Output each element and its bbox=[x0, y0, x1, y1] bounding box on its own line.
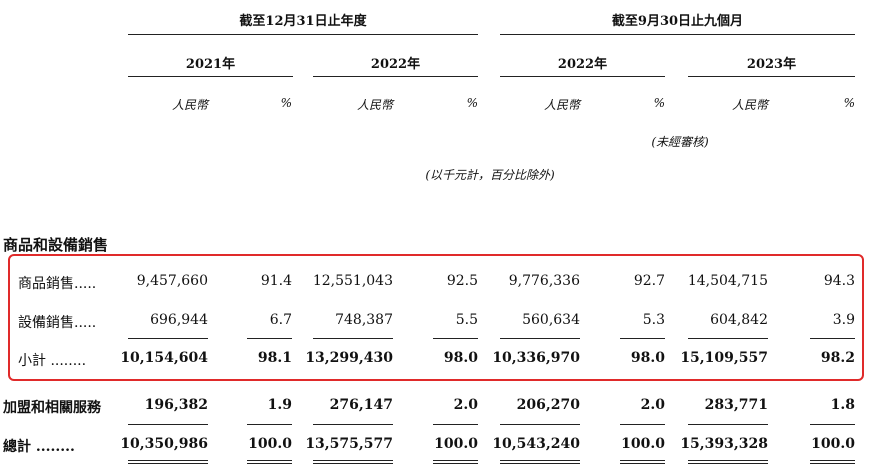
double-rule bbox=[247, 460, 292, 464]
header-rule bbox=[128, 34, 478, 35]
total-rule bbox=[247, 424, 292, 425]
period-header-annual: 截至12月31日止年度 bbox=[239, 14, 367, 29]
table-cell: 2.0 bbox=[640, 397, 665, 413]
year-rule bbox=[128, 76, 293, 77]
table-cell: 1.9 bbox=[267, 397, 292, 413]
unit-pct: % bbox=[466, 96, 478, 110]
table-cell: 98.0 bbox=[443, 350, 478, 366]
table-cell: 560,634 bbox=[522, 312, 580, 328]
unit-note: (以千元計，百分比除外) bbox=[425, 168, 555, 182]
year-rule bbox=[313, 76, 478, 77]
section-title: 商品和設備銷售 bbox=[3, 236, 109, 254]
table-cell: 100.0 bbox=[621, 436, 665, 452]
total-rule bbox=[810, 424, 855, 425]
unit-pct: % bbox=[843, 96, 855, 110]
total-rule bbox=[500, 424, 580, 425]
subtotal-rule bbox=[688, 338, 768, 339]
double-rule bbox=[128, 460, 208, 464]
year-header: 2021年 bbox=[185, 57, 236, 72]
row-label-total: 總計 ........ bbox=[3, 439, 75, 455]
table-cell: 5.3 bbox=[642, 312, 665, 328]
total-rule bbox=[313, 424, 393, 425]
table-cell: 15,109,557 bbox=[680, 350, 768, 366]
double-rule bbox=[433, 460, 478, 464]
table-cell: 92.7 bbox=[633, 273, 665, 289]
subtotal-rule bbox=[433, 338, 478, 339]
subtotal-rule bbox=[500, 338, 580, 339]
table-cell: 2.0 bbox=[453, 397, 478, 413]
total-rule bbox=[688, 424, 768, 425]
table-cell: 98.0 bbox=[630, 350, 665, 366]
table-cell: 100.0 bbox=[811, 436, 855, 452]
table-cell: 696,944 bbox=[150, 312, 208, 328]
unit-rmb: 人民幣 bbox=[731, 98, 768, 112]
double-rule bbox=[313, 460, 393, 464]
header-rule bbox=[500, 34, 855, 35]
double-rule bbox=[620, 460, 665, 464]
unit-pct: % bbox=[280, 96, 292, 110]
total-rule bbox=[128, 424, 208, 425]
table-cell: 13,575,577 bbox=[305, 436, 393, 452]
subtotal-rule bbox=[313, 338, 393, 339]
table-cell: 12,551,043 bbox=[312, 273, 393, 289]
table-cell: 98.2 bbox=[820, 350, 855, 366]
row-label-franchise: 加盟和相關服務 bbox=[3, 400, 101, 416]
table-cell: 14,504,715 bbox=[687, 273, 768, 289]
table-cell: 10,154,604 bbox=[120, 350, 208, 366]
unit-pct: % bbox=[653, 96, 665, 110]
total-rule bbox=[433, 424, 478, 425]
table-cell: 15,393,328 bbox=[680, 436, 768, 452]
unit-rmb: 人民幣 bbox=[356, 98, 393, 112]
double-rule bbox=[500, 460, 580, 464]
table-cell: 91.4 bbox=[260, 273, 292, 289]
unaudited-note: (未經審核) bbox=[651, 135, 709, 149]
year-header: 2022年 bbox=[370, 57, 421, 72]
table-cell: 10,543,240 bbox=[492, 436, 580, 452]
period-header-ninemonths: 截至9月30日止九個月 bbox=[611, 14, 744, 29]
table-cell: 9,776,336 bbox=[508, 273, 580, 289]
subtotal-rule bbox=[620, 338, 665, 339]
year-rule bbox=[688, 76, 855, 77]
year-rule bbox=[500, 76, 665, 77]
row-label-equipment: 設備銷售..... bbox=[18, 315, 97, 331]
table-cell: 196,382 bbox=[144, 397, 208, 413]
table-cell: 3.9 bbox=[832, 312, 855, 328]
table-cell: 13,299,430 bbox=[305, 350, 393, 366]
highlight-box bbox=[8, 254, 864, 381]
table-cell: 6.7 bbox=[269, 312, 292, 328]
unit-rmb: 人民幣 bbox=[543, 98, 580, 112]
double-rule bbox=[810, 460, 855, 464]
double-rule bbox=[688, 460, 768, 464]
year-header: 2022年 bbox=[557, 57, 608, 72]
table-cell: 10,336,970 bbox=[492, 350, 580, 366]
total-rule bbox=[620, 424, 665, 425]
table-cell: 5.5 bbox=[455, 312, 478, 328]
table-cell: 10,350,986 bbox=[120, 436, 208, 452]
subtotal-rule bbox=[128, 338, 208, 339]
subtotal-rule bbox=[810, 338, 855, 339]
table-cell: 100.0 bbox=[248, 436, 292, 452]
table-cell: 604,842 bbox=[710, 312, 768, 328]
table-cell: 206,270 bbox=[516, 397, 580, 413]
table-cell: 748,387 bbox=[335, 312, 393, 328]
table-cell: 100.0 bbox=[434, 436, 478, 452]
table-cell: 283,771 bbox=[704, 397, 768, 413]
table-cell: 276,147 bbox=[329, 397, 393, 413]
table-cell: 92.5 bbox=[446, 273, 478, 289]
table-cell: 9,457,660 bbox=[136, 273, 208, 289]
subtotal-rule bbox=[247, 338, 292, 339]
table-cell: 94.3 bbox=[823, 273, 855, 289]
row-label-merchandise: 商品銷售..... bbox=[18, 276, 97, 292]
year-header: 2023年 bbox=[746, 57, 797, 72]
row-label-subtotal: 小計 ........ bbox=[18, 353, 87, 369]
table-cell: 1.8 bbox=[830, 397, 855, 413]
table-cell: 98.1 bbox=[257, 350, 292, 366]
unit-rmb: 人民幣 bbox=[171, 98, 208, 112]
